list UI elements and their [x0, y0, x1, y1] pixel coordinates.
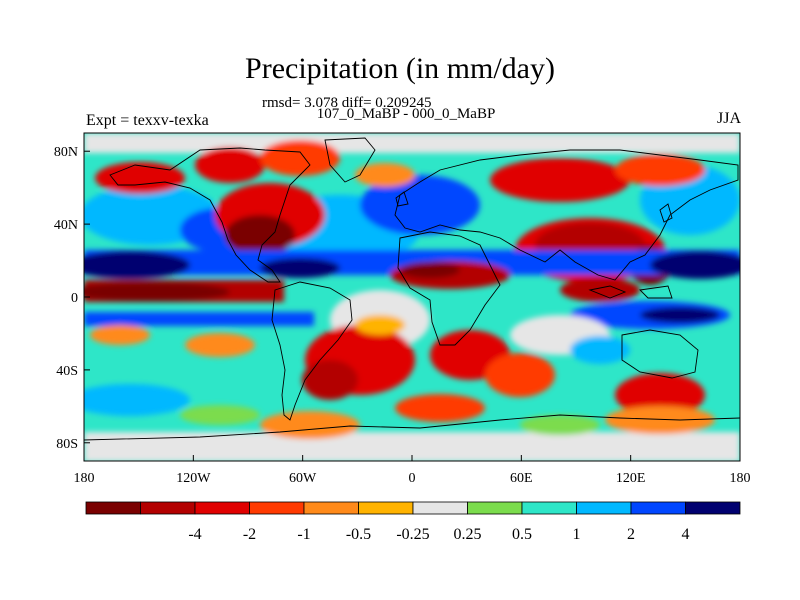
lon-tick-label: 180	[74, 471, 95, 486]
lat-tick-label: 0	[71, 291, 78, 306]
lon-tick-label: 180	[730, 471, 751, 486]
lat-tick-label: 80N	[54, 145, 78, 160]
colorbar-swatch	[412, 501, 468, 515]
colorbar-label: 0.5	[512, 526, 532, 543]
season-label: JJA	[716, 110, 741, 127]
comparison-label: 107_0_MaBP - 000_0_MaBP	[316, 106, 496, 122]
colorbar-label: 1	[573, 526, 581, 543]
colorbar-swatch	[85, 501, 141, 515]
colorbar-swatch	[303, 501, 359, 515]
colorbar-label: 0.25	[454, 526, 482, 543]
longitude-axis: 180 120W 60W 0 60E 120E 180	[74, 455, 751, 486]
plot-title: Precipitation (in mm/day)	[245, 52, 555, 85]
precip-anomaly-field	[84, 133, 740, 461]
lat-tick-label: 40N	[54, 218, 78, 233]
lon-tick-label: 0	[409, 471, 416, 486]
lat-tick-label: 40S	[56, 364, 78, 379]
lon-tick-label: 60E	[510, 471, 533, 486]
coastlines	[84, 137, 740, 441]
lon-tick-label: 60W	[289, 471, 317, 486]
colorbar-label: -2	[243, 526, 256, 543]
stats-line: rmsd= 3.078 diff= 0.209245	[262, 95, 432, 111]
colorbar-label: -4	[188, 526, 201, 543]
lat-tick-label: 80S	[56, 437, 78, 452]
colorbar-swatch	[685, 501, 741, 515]
lon-tick-label: 120W	[176, 471, 211, 486]
colorbar: -4 -2 -1 -0.5 -0.25 0.25 0.5 1 2 4	[85, 501, 741, 543]
colorbar-swatch	[467, 501, 523, 515]
colorbar-swatch	[358, 501, 414, 515]
colorbar-swatch	[576, 501, 632, 515]
lon-tick-label: 120E	[616, 471, 646, 486]
colorbar-label: 4	[682, 526, 690, 543]
colorbar-swatch	[249, 501, 305, 515]
colorbar-swatch	[521, 501, 577, 515]
colorbar-label: -0.25	[396, 526, 429, 543]
colorbar-swatch	[140, 501, 196, 515]
colorbar-swatch	[194, 501, 250, 515]
latitude-axis: 80N 40N 0 40S 80S	[54, 145, 90, 452]
colorbar-label: 2	[627, 526, 635, 543]
colorbar-swatch	[630, 501, 686, 515]
experiment-label: Expt = texxv-texka	[86, 112, 209, 129]
colorbar-label: -1	[297, 526, 310, 543]
colorbar-label: -0.5	[346, 526, 371, 543]
